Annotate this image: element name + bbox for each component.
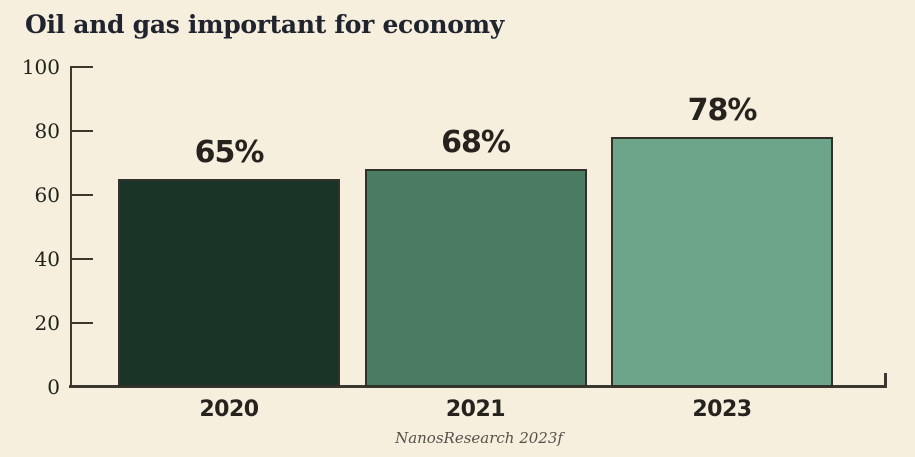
y-tick-mark	[70, 322, 93, 324]
bar-value-label: 78%	[687, 93, 758, 128]
y-axis-line	[70, 67, 72, 387]
bar-value-label: 68%	[441, 125, 511, 160]
bar-value-label: 65%	[194, 135, 265, 170]
y-tick-label: 0	[47, 375, 60, 399]
x-axis-category-label: 2023	[692, 397, 752, 422]
y-tick-label: 20	[34, 311, 60, 335]
bar-2020	[118, 179, 340, 387]
y-tick-mark	[70, 130, 93, 132]
source-note: NanosResearch 2023f	[395, 429, 563, 447]
y-tick-label: 80	[34, 119, 60, 143]
y-tick-mark	[70, 194, 93, 196]
x-axis-category-label: 2021	[445, 397, 506, 422]
chart-title: Oil and gas important for economy	[25, 10, 504, 39]
x-axis-end-tick	[884, 373, 887, 386]
y-tick-label: 40	[34, 247, 60, 271]
bar-2023	[611, 137, 833, 387]
y-tick-label: 60	[34, 183, 60, 207]
bar-2021	[364, 169, 587, 387]
y-tick-label: 100	[21, 55, 60, 79]
x-axis-category-label: 2020	[199, 397, 259, 422]
y-tick-mark	[70, 66, 93, 68]
y-tick-mark	[70, 258, 93, 260]
